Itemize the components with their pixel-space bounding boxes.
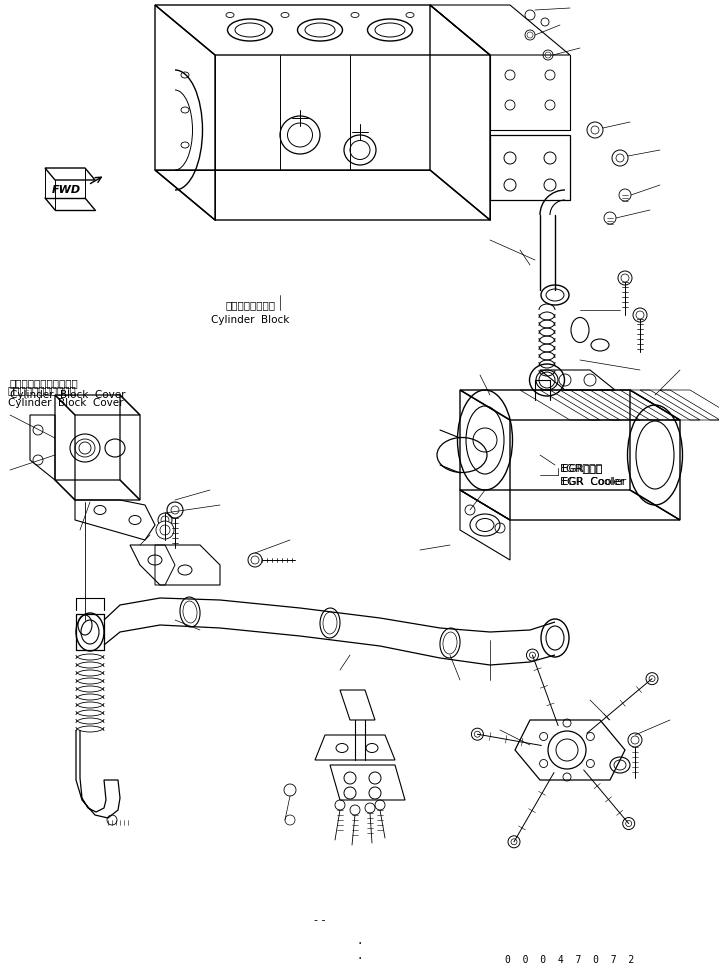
Text: EGRクーラ: EGRクーラ bbox=[560, 463, 603, 473]
Text: 0  0  0  4  7  0  7  2: 0 0 0 4 7 0 7 2 bbox=[505, 955, 635, 965]
Text: シリンダブロックカバー: シリンダブロックカバー bbox=[10, 378, 79, 388]
Text: シリンダブロックカバー: シリンダブロックカバー bbox=[8, 385, 77, 395]
Text: FWD: FWD bbox=[52, 185, 81, 195]
Text: EGRクーラ: EGRクーラ bbox=[562, 463, 603, 473]
Text: シリンダブロック: シリンダブロック bbox=[225, 300, 275, 310]
Text: Cylinder  Block  Cover: Cylinder Block Cover bbox=[10, 390, 126, 400]
Text: .: . bbox=[358, 948, 362, 962]
Text: Cylinder  Block: Cylinder Block bbox=[211, 315, 289, 325]
Text: Cylinder  Block  Cover: Cylinder Block Cover bbox=[8, 398, 124, 408]
Text: .: . bbox=[358, 933, 362, 947]
Text: EGR  Cooler: EGR Cooler bbox=[560, 477, 626, 487]
Circle shape bbox=[156, 521, 174, 539]
Text: - -: - - bbox=[314, 915, 326, 925]
Text: EGR  Cooler: EGR Cooler bbox=[562, 477, 624, 487]
